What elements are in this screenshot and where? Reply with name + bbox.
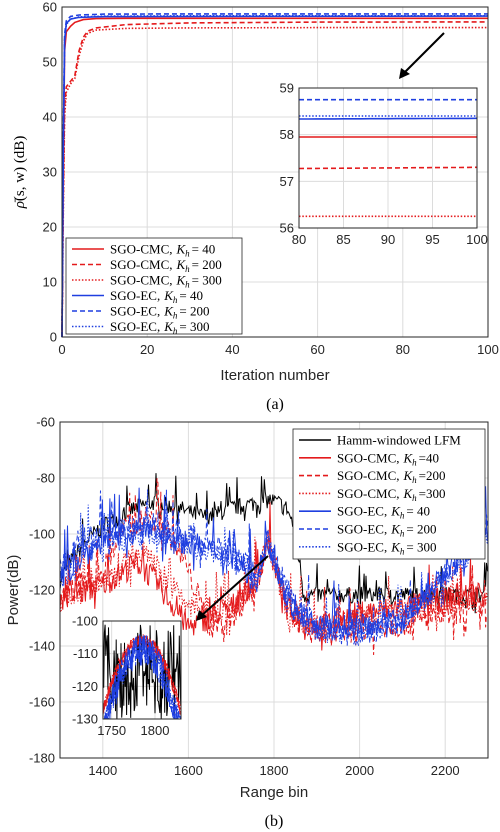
x-tick-label: 80 — [396, 342, 410, 357]
inset-x-tick-label: 90 — [381, 232, 395, 247]
x-tick-label: 40 — [225, 342, 239, 357]
x-tick-label: 60 — [310, 342, 324, 357]
inset-x-tick-label: 85 — [336, 232, 350, 247]
chart-b-frame — [59, 421, 489, 759]
series-line — [61, 15, 488, 338]
y-tick-label: 60 — [43, 0, 57, 15]
inset-x-tick-label: 1800 — [141, 723, 170, 738]
inset-x-tick-label: 1750 — [97, 723, 126, 738]
y-tick-label: -160 — [29, 695, 55, 710]
chart-b: 1400 1600 1800 2000 2200 -180 -160 -140 -120 -100… — [5, 415, 489, 830]
inset-y-tick-label: -100 — [72, 614, 98, 629]
legend-entry: SGO-EC, Kh = 200 — [337, 522, 436, 539]
y-tick-label: 30 — [43, 165, 57, 180]
y-tick-label: -60 — [36, 415, 55, 430]
chart-b-legend-box — [292, 428, 486, 560]
x-tick-label: 1600 — [174, 763, 203, 778]
inset-y-tick-label: 57 — [280, 174, 294, 189]
inset-y-tick-label: 58 — [280, 127, 294, 142]
x-tick-label: 1400 — [88, 763, 117, 778]
y-tick-label: -180 — [29, 751, 55, 766]
legend-entry: SGO-EC, Kh = 40 — [110, 288, 203, 305]
y-tick-label: -100 — [29, 527, 55, 542]
series-line — [61, 21, 489, 338]
series-line — [61, 13, 488, 338]
series-line — [59, 473, 488, 614]
legend-entry: SGO-EC, Kh = 300 — [337, 539, 436, 556]
legend-entry: Hamm-windowed LFM — [337, 433, 461, 448]
inset-series-line — [103, 636, 181, 719]
chart-b-inset-frame — [102, 620, 182, 720]
y-tick-label: -140 — [29, 639, 55, 654]
legend-entry: SGO-CMC, Kh =200 — [337, 468, 446, 485]
inset-y-tick-label: -130 — [72, 712, 98, 727]
x-tick-label: 100 — [477, 342, 499, 357]
inset-series-line — [299, 166, 477, 170]
chart-b-caption: (b) — [265, 813, 284, 830]
chart-b-ticks: 1400 1600 1800 2000 2200 -180 -160 -140 -120 -100… — [29, 415, 460, 779]
chart-b-xlabel: Range bin — [240, 784, 308, 801]
chart-a-series — [61, 13, 489, 338]
chart-a: 0 20 40 60 80 100 0 10 20 30 40 50 60 Iteration numb… — [12, 0, 499, 413]
chart-a-xlabel: Iteration number — [220, 367, 329, 384]
inset-y-tick-label: 56 — [280, 221, 294, 236]
x-tick-label: 0 — [58, 342, 65, 357]
chart-a-ylabel: ρ̄(s, w) (dB) — [12, 136, 28, 210]
y-tick-label: 40 — [43, 110, 57, 125]
legend-entry: SGO-CMC, Kh =300 — [337, 486, 446, 503]
x-tick-label: 1800 — [260, 763, 289, 778]
legend-entry: SGO-EC, Kh = 300 — [110, 319, 209, 336]
inset-y-tick-label: -110 — [73, 646, 98, 661]
chart-b-ylabel: Power(dB) — [5, 555, 22, 626]
chart-a-caption: (a) — [266, 396, 284, 413]
x-tick-label: 20 — [140, 342, 154, 357]
series-line — [61, 26, 488, 338]
y-tick-label: -120 — [29, 583, 55, 598]
inset-x-tick-label: 80 — [292, 232, 306, 247]
y-tick-label: 10 — [43, 275, 57, 290]
legend-entry: SGO-EC, Kh = 200 — [110, 304, 209, 321]
chart-b-series — [59, 473, 488, 656]
chart-b-arrow — [196, 555, 269, 621]
chart-a-frame — [61, 6, 489, 338]
x-tick-label: 2000 — [345, 763, 374, 778]
inset-y-tick-label: -120 — [72, 679, 98, 694]
legend-entry: SGO-CMC, Kh = 40 — [110, 242, 215, 259]
y-tick-label: 20 — [43, 220, 57, 235]
legend-entry: SGO-CMC, Kh = 200 — [110, 257, 222, 274]
chart-a-arrow — [399, 32, 445, 79]
chart-a-legend-box — [65, 237, 243, 335]
chart-a-inset-frame — [298, 87, 478, 229]
y-tick-label: 50 — [43, 55, 57, 70]
y-tick-label: -80 — [36, 471, 55, 486]
svg-text:ρ̄(s, w) (dB): ρ̄(s, w) (dB) — [12, 136, 28, 210]
inset-series-line — [103, 634, 181, 719]
inset-series-line — [299, 117, 477, 120]
chart-b-inset: 1750 1800 -130 -120 -110 -100 — [72, 614, 181, 738]
inset-y-tick-label: 59 — [280, 81, 294, 96]
inset-x-tick-label: 100 — [466, 232, 488, 247]
legend-entry: SGO-CMC, Kh = 300 — [110, 273, 222, 290]
inset-x-tick-label: 95 — [425, 232, 439, 247]
y-tick-label: 0 — [50, 330, 57, 345]
chart-a-ticks: 0 20 40 60 80 100 0 10 20 30 40 50 60 — [43, 0, 499, 357]
x-tick-label: 2200 — [431, 763, 460, 778]
legend-entry: SGO-EC, Kh = 40 — [337, 504, 430, 521]
legend-entry: SGO-CMC, Kh =40 — [337, 450, 439, 467]
chart-a-ylabel-text: (s, w) (dB) — [12, 136, 28, 201]
